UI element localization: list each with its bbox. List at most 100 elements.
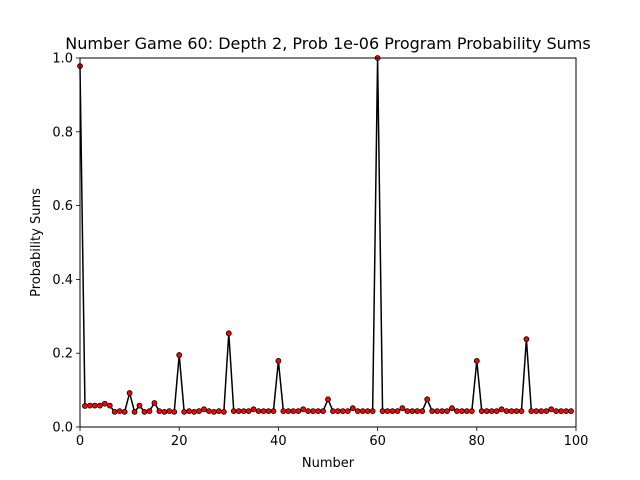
- data-point: [270, 408, 277, 415]
- data-point: [483, 408, 490, 415]
- data-point: [384, 408, 391, 415]
- data-point: [111, 408, 118, 415]
- data-point: [275, 358, 282, 364]
- data-point: [349, 405, 356, 412]
- data-point: [468, 408, 475, 415]
- data-point: [181, 408, 188, 415]
- data-point: [339, 408, 346, 415]
- data-point: [176, 352, 183, 358]
- data-point: [394, 408, 401, 415]
- data-point: [409, 408, 416, 415]
- data-point: [116, 408, 123, 415]
- data-point: [379, 408, 386, 415]
- data-point: [369, 408, 376, 415]
- data-point: [548, 406, 555, 413]
- series-line: [79, 57, 572, 413]
- data-point: [473, 358, 480, 364]
- data-point: [553, 408, 560, 415]
- data-point: [191, 408, 197, 415]
- data-point: [235, 408, 242, 415]
- data-point: [508, 408, 515, 415]
- data-point: [493, 408, 500, 415]
- data-point: [171, 408, 178, 415]
- data-point: [310, 408, 317, 415]
- data-point: [225, 330, 232, 337]
- data-point: [563, 408, 569, 415]
- data-point: [230, 408, 237, 415]
- data-point: [459, 408, 465, 415]
- data-point: [463, 408, 470, 415]
- data-point: [106, 402, 113, 409]
- data-point: [245, 408, 252, 415]
- data-point: [265, 408, 272, 415]
- x-tick-label: 100: [564, 434, 589, 449]
- data-point: [513, 408, 520, 415]
- data-point: [285, 408, 292, 415]
- x-axis-label: Number: [302, 456, 355, 471]
- data-point: [211, 408, 217, 415]
- data-point: [429, 408, 436, 415]
- data-point: [82, 403, 88, 409]
- data-point: [186, 408, 193, 415]
- data-point: [503, 408, 510, 415]
- data-point: [449, 405, 455, 412]
- data-point: [280, 408, 287, 415]
- data-point: [518, 408, 525, 415]
- x-tick-label: 60: [369, 434, 386, 449]
- data-point: [290, 408, 297, 415]
- data-point: [201, 406, 207, 413]
- data-point: [215, 408, 222, 415]
- data-point: [330, 408, 336, 415]
- data-point: [240, 408, 247, 415]
- y-axis-label: Probability Sums: [29, 188, 44, 297]
- x-tick-label: 20: [171, 434, 188, 449]
- data-point: [196, 408, 202, 415]
- data-point: [528, 408, 535, 415]
- y-tick-label: 0.4: [52, 273, 73, 288]
- y-tick-label: 0.0: [52, 421, 73, 436]
- y-tick-label: 0.2: [52, 347, 73, 362]
- data-point: [315, 408, 321, 415]
- data-point: [543, 408, 550, 415]
- data-point: [389, 408, 396, 415]
- data-point: [101, 400, 108, 407]
- data-point: [126, 390, 133, 396]
- data-point: [156, 408, 163, 415]
- plot-area: [77, 55, 574, 415]
- data-point: [454, 408, 460, 415]
- data-point: [558, 408, 565, 415]
- data-point: [399, 405, 406, 412]
- data-point: [161, 408, 168, 415]
- data-point: [87, 402, 93, 409]
- data-point: [419, 408, 426, 415]
- data-point: [166, 408, 173, 415]
- data-point: [121, 408, 128, 415]
- x-tick-label: 0: [76, 434, 84, 449]
- data-point: [359, 408, 366, 415]
- data-point: [325, 396, 331, 403]
- chart-title: Number Game 60: Depth 2, Prob 1e-06 Prog…: [65, 34, 590, 53]
- plot-frame: [79, 57, 577, 428]
- data-point: [424, 396, 431, 403]
- y-tick-label: 0.8: [52, 125, 73, 140]
- data-point: [295, 408, 302, 415]
- data-point: [488, 408, 495, 415]
- x-tick-label: 80: [469, 434, 486, 449]
- data-point: [568, 408, 574, 415]
- data-point: [439, 408, 445, 415]
- data-point: [141, 408, 148, 415]
- data-point: [523, 336, 530, 343]
- data-point: [498, 406, 505, 413]
- data-point: [533, 408, 540, 415]
- data-point: [404, 408, 411, 415]
- data-point: [305, 408, 312, 415]
- data-point: [151, 400, 158, 406]
- data-point: [434, 408, 441, 415]
- data-point: [220, 408, 227, 415]
- data-point: [354, 408, 361, 415]
- data-point: [414, 408, 421, 415]
- data-point: [136, 402, 143, 409]
- data-point: [206, 408, 212, 415]
- data-point: [344, 408, 351, 415]
